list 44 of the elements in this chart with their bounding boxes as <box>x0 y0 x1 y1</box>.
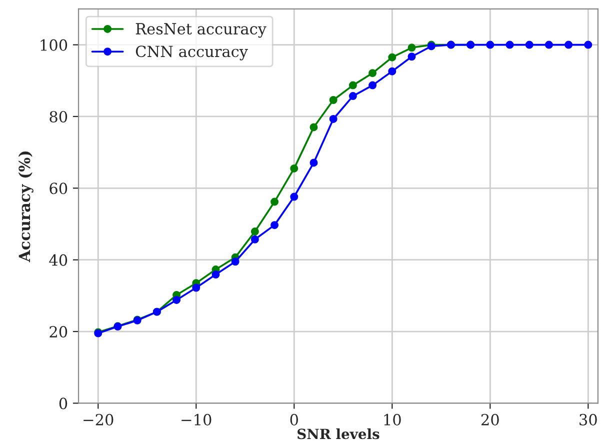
point <box>525 40 534 49</box>
point <box>329 114 338 123</box>
point <box>388 67 396 76</box>
legend-label: CNN accuracy <box>136 46 248 60</box>
x-tick-label: 20 <box>481 414 499 426</box>
point <box>270 221 279 230</box>
y-tick-label: 60 <box>50 182 68 194</box>
point <box>172 296 181 304</box>
y-tick-label: 40 <box>49 254 68 266</box>
x-tick-label: −20 <box>84 414 114 426</box>
x-axis-title: SNR levels <box>298 428 380 440</box>
point <box>368 69 377 78</box>
point <box>348 81 357 90</box>
point <box>348 92 357 100</box>
point <box>486 40 494 49</box>
point <box>329 96 338 104</box>
y-tick-label: 80 <box>50 110 68 122</box>
x-tick-label: −10 <box>182 414 212 426</box>
point <box>368 81 377 90</box>
point <box>388 53 396 62</box>
point <box>290 164 298 172</box>
point <box>408 52 416 61</box>
point <box>212 270 220 279</box>
point <box>408 44 416 52</box>
point <box>231 258 240 266</box>
x-tick-label: 10 <box>384 414 401 426</box>
point <box>250 235 259 244</box>
point <box>310 158 318 167</box>
y-tick-label: 0 <box>59 398 68 410</box>
x-tick-label: 30 <box>580 414 597 426</box>
point <box>290 192 298 201</box>
point <box>584 40 592 49</box>
y-axis-title: Accuracy (%) <box>18 152 34 262</box>
point <box>544 40 553 49</box>
legend-label: ResNet accuracy <box>136 23 266 38</box>
y-tick-label: 100 <box>40 39 68 51</box>
point <box>506 40 514 49</box>
point <box>250 228 259 236</box>
point <box>192 284 200 292</box>
point <box>270 198 279 206</box>
x-tick-label: 0 <box>290 414 298 426</box>
point <box>564 40 573 49</box>
y-tick-label: 20 <box>50 326 68 338</box>
point <box>310 123 318 132</box>
